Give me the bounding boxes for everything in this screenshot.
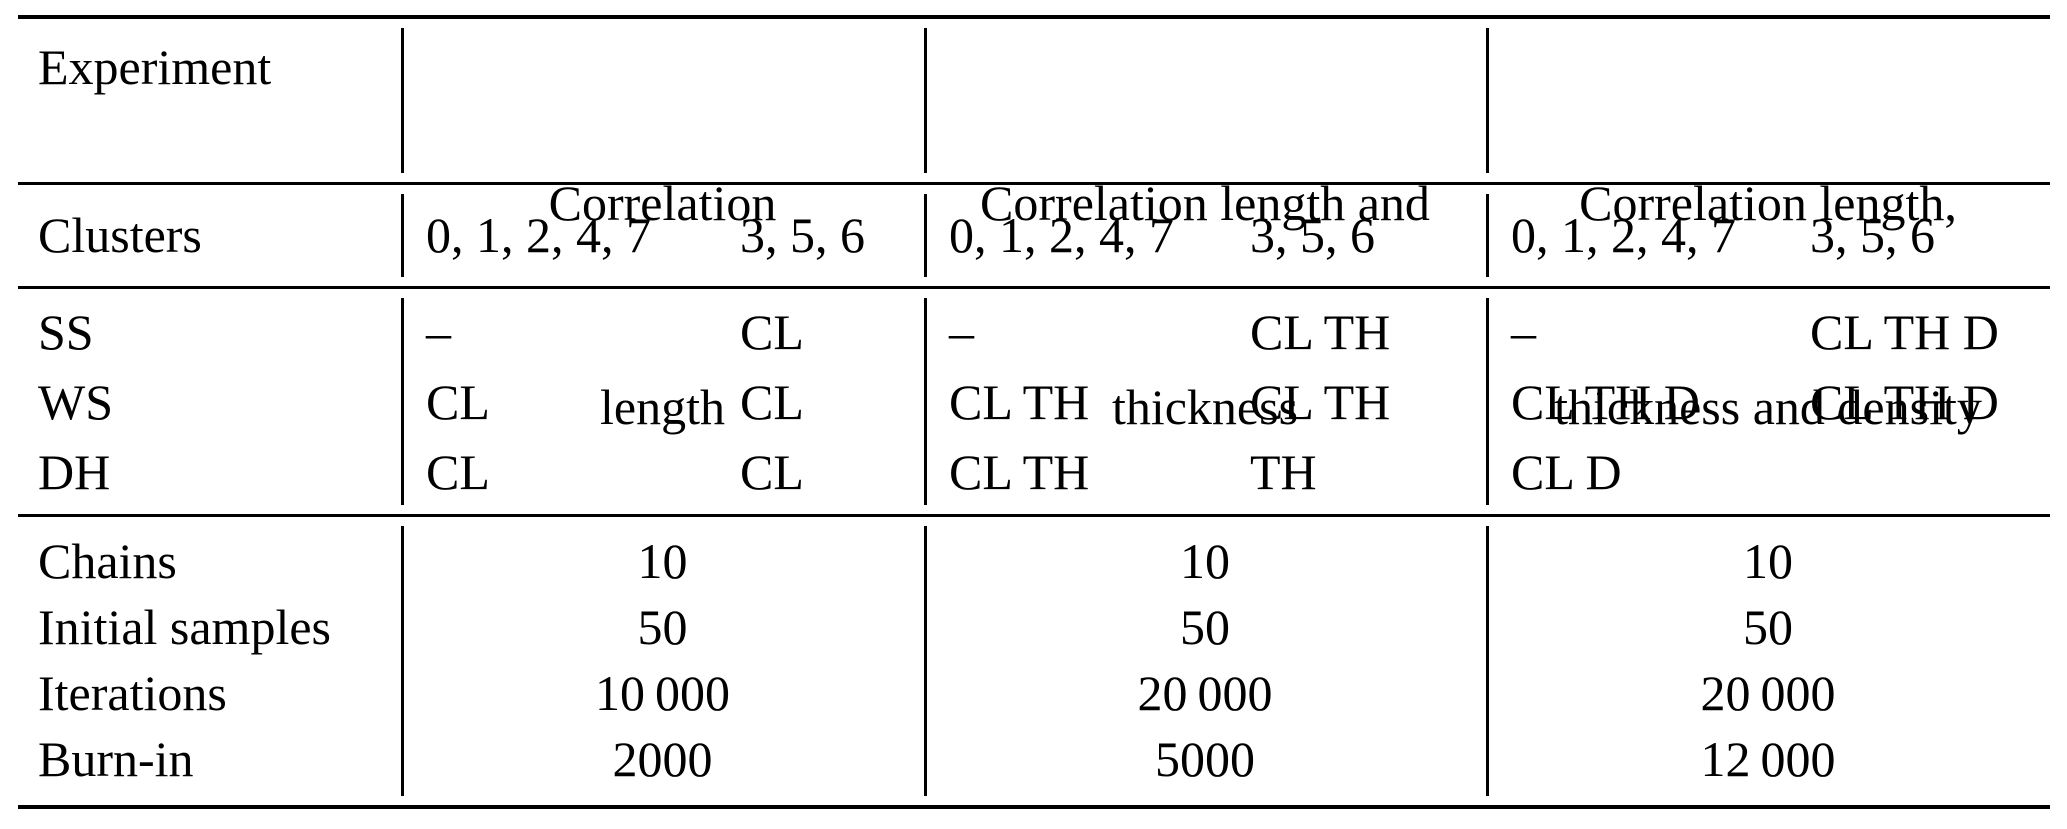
method-cell: – [1511,304,1536,360]
param-cell: 12 000 [1700,731,1836,787]
vertical-rule [401,526,404,796]
method-cell: CL TH D [1810,304,1999,360]
row-label-dh: DH [38,444,111,500]
method-cell: CL TH D [1511,374,1700,430]
clusters-cell: 3, 5, 6 [1250,207,1375,263]
method-cell: CL TH [1250,304,1391,360]
param-cell: 2000 [612,731,713,787]
clusters-cell: 0, 1, 2, 4, 7 [949,207,1174,263]
param-cell: 10 [1180,533,1230,589]
vertical-rule [924,28,927,173]
horizontal-rule [18,286,2050,289]
column-header-experiment: Experiment [38,39,272,95]
row-label-burn-in: Burn-in [38,731,194,787]
method-cell: CL [740,374,804,430]
param-cell: 20 000 [1700,665,1836,721]
group-header-correlation-length: Correlation length [401,33,924,577]
vertical-rule [1486,194,1489,277]
method-cell: CL TH [949,374,1090,430]
method-cell: CL [426,444,490,500]
vertical-rule [401,194,404,277]
horizontal-rule [18,182,2050,185]
group-header-correlation-length-thickness-density: Correlation length, thickness and densit… [1486,33,2050,577]
methods-section: SS – CL – CL TH – CL TH D WS CL CL CL TH… [18,289,2050,514]
horizontal-rule [18,15,2050,19]
clusters-cell: 3, 5, 6 [1810,207,1935,263]
row-label-ws: WS [38,374,113,430]
method-cell: CL [426,374,490,430]
clusters-section: Clusters 0, 1, 2, 4, 7 3, 5, 6 0, 1, 2, … [18,185,2050,286]
group-header-line: Correlation length and [980,175,1430,231]
vertical-rule [924,298,927,505]
param-cell: 50 [1743,599,1793,655]
row-label-initial-samples: Initial samples [38,599,331,655]
vertical-rule [401,28,404,173]
row-label-clusters: Clusters [38,207,202,263]
param-cell: 20 000 [1137,665,1273,721]
group-header-line: thickness and density [1554,379,1982,435]
param-cell: 5000 [1155,731,1255,787]
method-cell: CL [740,304,804,360]
group-header-line: Correlation [548,175,777,231]
method-cell: TH [1250,444,1317,500]
clusters-cell: 0, 1, 2, 4, 7 [426,207,651,263]
experiment-setup-table: Experiment Correlation length Correlatio… [18,15,2050,809]
vertical-rule [401,298,404,505]
method-cell: CL TH D [1810,374,1999,430]
method-cell: – [949,304,974,360]
horizontal-rule [18,514,2050,517]
param-cell: 50 [637,599,688,655]
method-cell: CL TH [949,444,1090,500]
method-cell: CL [740,444,804,500]
horizontal-rule [18,805,2050,809]
row-label-chains: Chains [38,533,177,589]
method-cell: CL D [1511,444,1622,500]
param-cell: 10 000 [594,665,730,721]
group-header-correlation-length-thickness: Correlation length and thickness [924,33,1486,577]
group-header-line: Correlation length, [1579,175,1957,231]
method-cell: – [426,304,451,360]
clusters-cell: 3, 5, 6 [740,207,865,263]
row-label-iterations: Iterations [38,665,227,721]
clusters-cell: 0, 1, 2, 4, 7 [1511,207,1736,263]
header-section: Experiment Correlation length Correlatio… [18,19,2050,435]
vertical-rule [1486,526,1489,796]
group-header-line: thickness [1111,379,1299,435]
param-cell: 10 [1743,533,1793,589]
method-cell: CL TH [1250,374,1391,430]
vertical-rule [1486,28,1489,173]
param-cell: 50 [1180,599,1230,655]
row-label-ss: SS [38,304,94,360]
param-cell: 10 [637,533,688,589]
vertical-rule [924,526,927,796]
method-cell [1810,437,2050,507]
vertical-rule [924,194,927,277]
group-header-line: length [600,379,725,435]
parameters-section: Chains 10 10 10 Initial samples 50 50 50… [18,517,2050,805]
vertical-rule [1486,298,1489,505]
